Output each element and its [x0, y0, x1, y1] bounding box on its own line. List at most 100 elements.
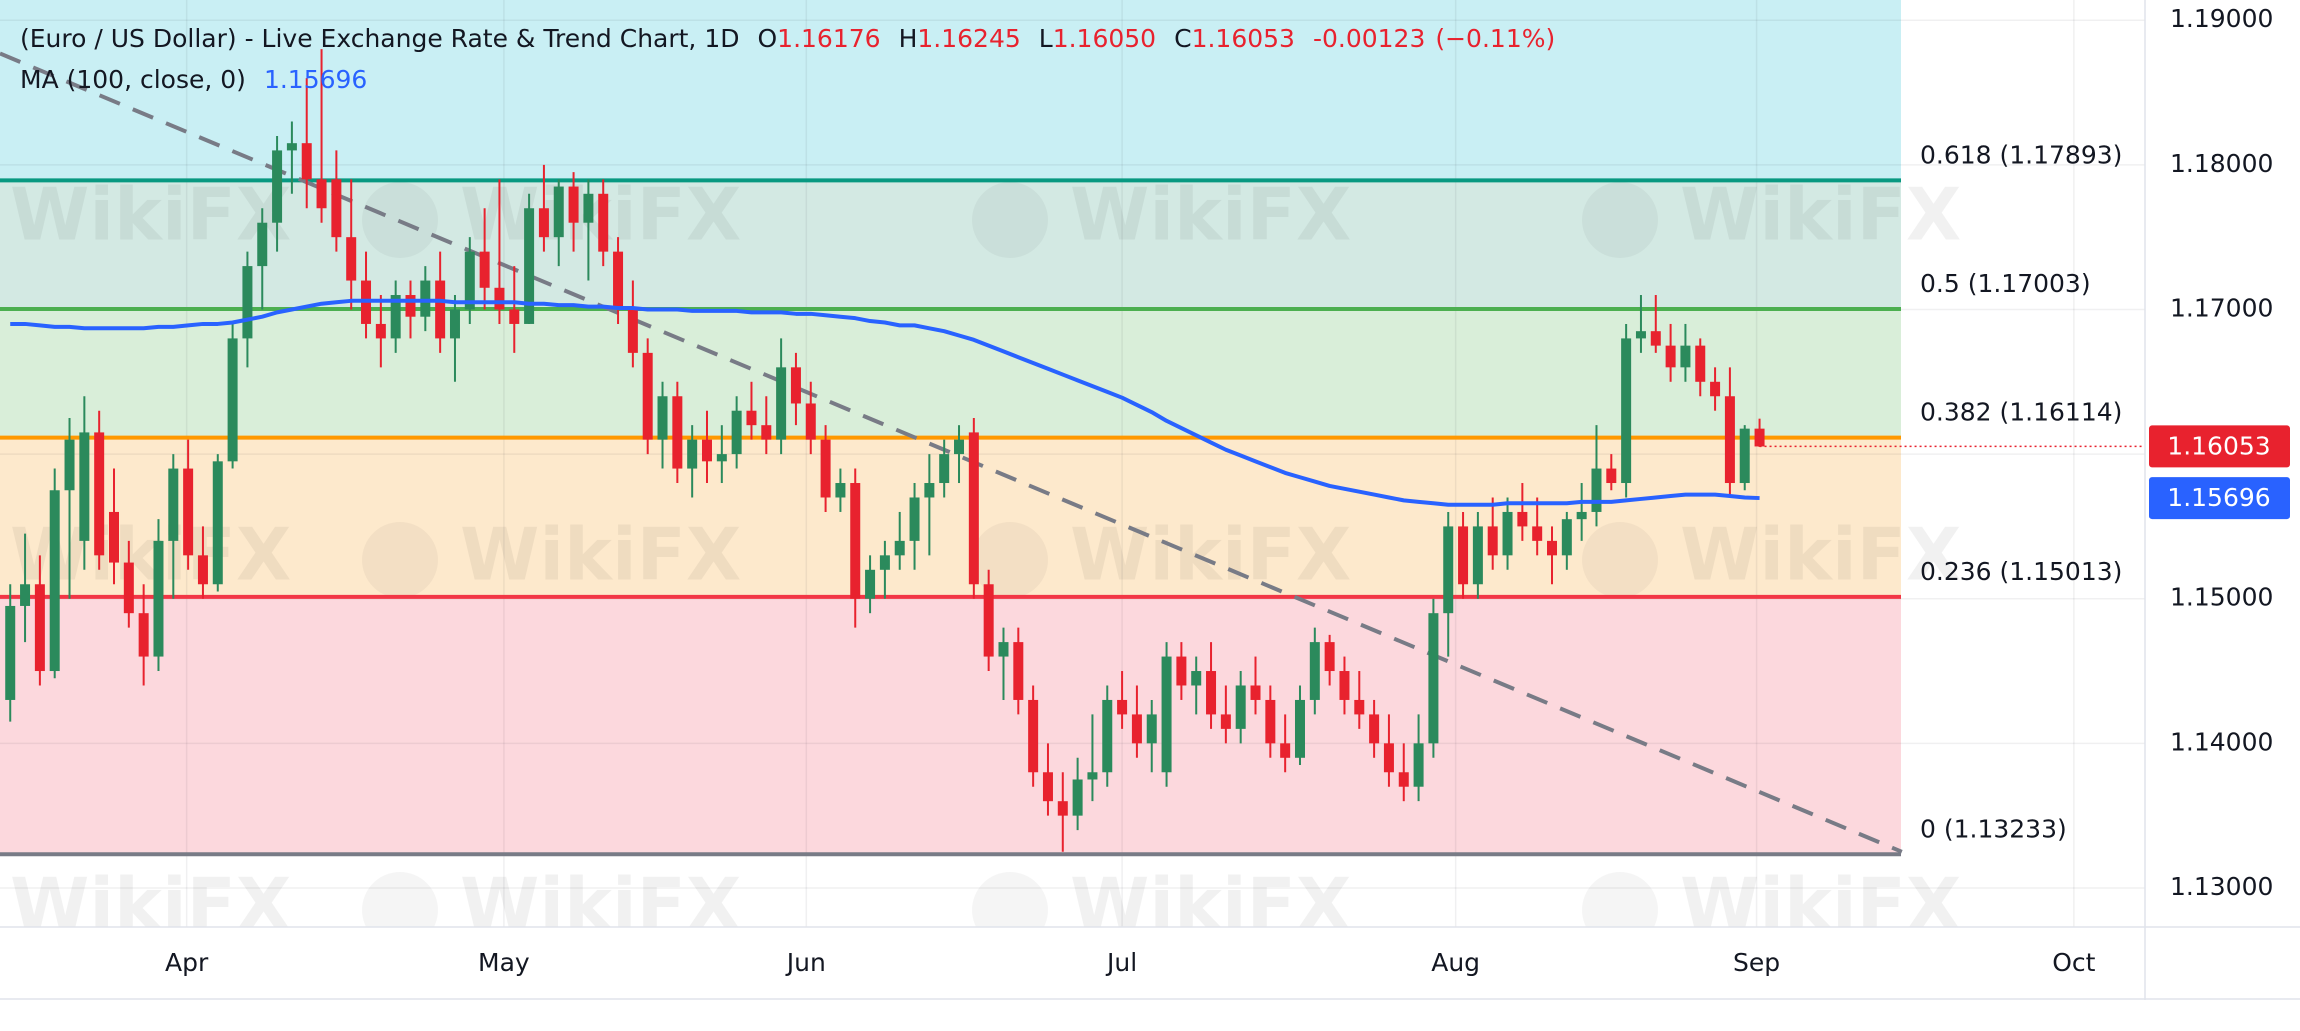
candle-body	[1265, 699, 1276, 744]
candle-body	[954, 439, 965, 455]
change-percent: (−0.11%)	[1435, 24, 1555, 53]
candle-body	[894, 540, 905, 556]
candle-body	[1754, 428, 1765, 447]
candle-body	[390, 295, 401, 339]
candle-body	[553, 186, 564, 238]
candle-body	[998, 642, 1009, 657]
candle-body	[657, 396, 668, 440]
candle-body	[20, 584, 31, 606]
candle-body	[524, 208, 535, 324]
candle-body	[1250, 685, 1261, 700]
candle-body	[49, 490, 60, 672]
candle-body	[123, 562, 134, 614]
candle-body	[790, 367, 801, 404]
candle-body	[1724, 396, 1735, 484]
candle-body	[1487, 526, 1498, 556]
candle-body	[1710, 381, 1721, 397]
x-tick-label: May	[478, 948, 530, 977]
candle-body	[1087, 772, 1098, 780]
candle-body	[242, 266, 253, 339]
candle-body	[968, 432, 979, 585]
candle-body	[865, 569, 876, 599]
ohlc-letter: O	[757, 24, 777, 53]
candle-body	[1680, 345, 1691, 368]
candle-body	[1383, 743, 1394, 773]
candle-body	[1324, 642, 1335, 672]
y-tick-label: 1.13000	[2170, 872, 2273, 901]
ohlc-letter: C	[1174, 24, 1191, 53]
candle-body	[850, 483, 861, 599]
y-tick-label: 1.17000	[2170, 293, 2273, 322]
candle-body	[479, 251, 490, 288]
candle-body	[420, 280, 431, 317]
watermark-logo	[1582, 522, 1658, 598]
watermark: WikiFX	[1680, 863, 1961, 947]
fib-label: 0.618 (1.17893)	[1920, 140, 2122, 169]
price-box-label: 1.16053	[2167, 431, 2270, 460]
candle-body	[1398, 772, 1409, 787]
watermark-logo	[362, 522, 438, 598]
watermark-logo	[972, 872, 1048, 927]
fib-label: 0 (1.13233)	[1920, 814, 2067, 843]
x-tick-label: Apr	[165, 948, 209, 977]
candle-body	[924, 483, 935, 498]
watermark-logo	[1582, 872, 1658, 927]
candle-body	[1650, 331, 1661, 346]
candle-body	[642, 352, 653, 440]
watermark: WikiFX	[460, 863, 741, 947]
candle-body	[583, 193, 594, 223]
candle-body	[909, 497, 920, 541]
candle-body	[1280, 743, 1291, 758]
watermark: WikiFX	[10, 863, 291, 947]
ohlc-letter: H	[899, 24, 918, 53]
candle-body	[835, 483, 846, 498]
candle-body	[1161, 656, 1172, 773]
candle-body	[1042, 772, 1053, 802]
candle-body	[1131, 714, 1142, 744]
candle-body	[509, 309, 520, 324]
x-tick-label: Aug	[1431, 948, 1480, 977]
watermark: WikiFX	[1070, 173, 1351, 257]
legend-entry: MA (100, close, 0)	[20, 65, 246, 94]
chart-legend-header: (Euro / US Dollar) - Live Exchange Rate …	[20, 24, 1555, 53]
fib-band	[0, 0, 1901, 181]
candle-body	[1413, 743, 1424, 787]
candle-body	[820, 439, 831, 498]
candle-body	[1695, 345, 1706, 382]
watermark: WikiFX	[1680, 173, 1961, 257]
candle-body	[1013, 642, 1024, 700]
candle-body	[568, 186, 579, 223]
candle-body	[1309, 642, 1320, 700]
candle-body	[1072, 779, 1083, 816]
candle-body	[1354, 699, 1365, 715]
candle-body	[805, 403, 816, 440]
low-value: 1.16050	[1053, 24, 1156, 53]
candle-body	[138, 613, 149, 657]
candle-body	[1621, 338, 1632, 484]
ma-value: 1.15696	[264, 65, 367, 94]
candle-body	[627, 309, 638, 353]
watermark: WikiFX	[1680, 513, 1961, 597]
candle-body	[464, 251, 475, 310]
candle-body	[301, 143, 312, 180]
candle-body	[494, 287, 505, 310]
candle-body	[1176, 656, 1187, 686]
fib-label: 0.382 (1.16114)	[1920, 398, 2122, 427]
chart-title: (Euro / US Dollar) - Live Exchange Rate …	[20, 24, 739, 53]
candle-body	[1294, 699, 1305, 758]
change-value: -0.00123	[1313, 24, 1425, 53]
candle-body	[1606, 468, 1617, 484]
candle-body	[1532, 526, 1543, 541]
candle-body	[212, 461, 223, 585]
candle-body	[1057, 801, 1068, 816]
fib-band	[0, 309, 1901, 438]
open-value: 1.16176	[777, 24, 880, 53]
candle-body	[1517, 511, 1528, 527]
candle-body	[1576, 511, 1587, 520]
candle-body	[227, 338, 238, 462]
watermark-logo	[972, 522, 1048, 598]
candle-body	[435, 280, 446, 339]
candle-body	[79, 432, 90, 541]
